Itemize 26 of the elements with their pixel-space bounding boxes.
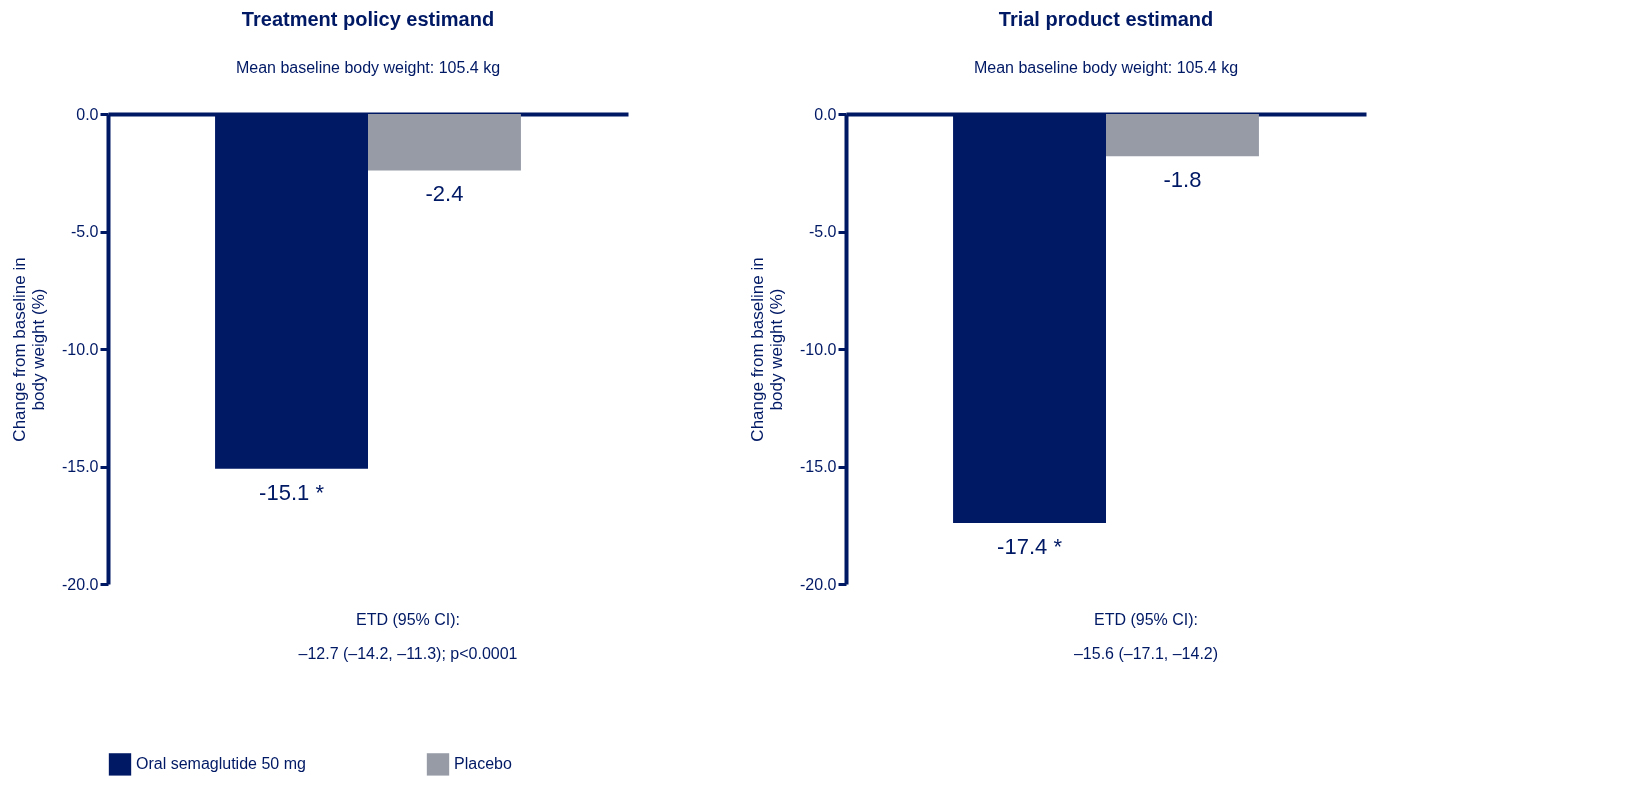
y-tick-label: -20.0	[800, 575, 837, 593]
data-label: -1.8	[1163, 167, 1202, 193]
legend-label: Oral semaglutide 50 mg	[136, 755, 306, 773]
y-tick-label: -5.0	[808, 223, 837, 240]
chart-subtitle: Mean baseline body weight: 105.4 kg	[235, 59, 501, 76]
text: –15.6 (–17.1, –14.2)	[1073, 645, 1219, 662]
text: ETD (95% CI):	[355, 611, 461, 628]
data-label: -2.4	[425, 181, 464, 207]
chart-subtitle: Mean baseline body weight: 105.4 kg	[973, 59, 1239, 76]
text: –12.7 (–14.2, –11.3); p<0.0001	[298, 645, 518, 662]
y-tick-label: -15.0	[800, 458, 837, 475]
y-tick-label: 0.0	[76, 105, 99, 123]
legend-label: Placebo	[454, 755, 512, 773]
y-tick-label: -10.0	[62, 340, 99, 358]
y-axis-title: Change from baseline in body weight (%)	[10, 257, 49, 442]
y-tick-label: -5.0	[70, 223, 99, 240]
y-tick-label: -20.0	[62, 575, 99, 593]
text: ETD (95% CI):	[1093, 611, 1199, 628]
data-label: -15.1 *	[259, 479, 325, 505]
chart-title: Trial product estimand	[998, 8, 1214, 30]
chart-title: Treatment policy estimand	[241, 8, 495, 30]
y-tick-label: 0.0	[814, 105, 837, 123]
data-label: -17.4 *	[997, 533, 1063, 559]
y-tick-label: -15.0	[62, 458, 99, 475]
y-axis-title: Change from baseline in body weight (%)	[748, 257, 787, 442]
y-tick-label: -10.0	[800, 340, 837, 358]
